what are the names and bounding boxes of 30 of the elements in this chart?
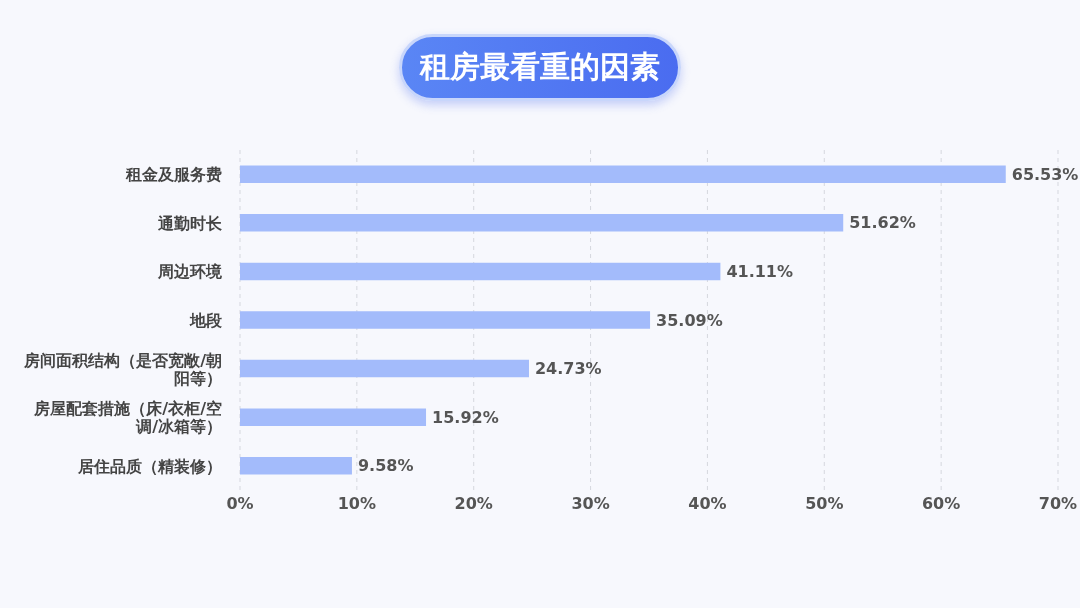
data-label: 15.92% (432, 407, 499, 427)
bar (240, 311, 651, 329)
data-label: 41.11% (726, 261, 794, 281)
bar (240, 165, 1006, 184)
data-label: 51.62% (849, 213, 916, 233)
bar (240, 456, 352, 475)
data-label: 9.58% (357, 456, 414, 476)
bar (240, 214, 844, 232)
x-tick-label: 70% (1038, 494, 1078, 514)
x-tick-label: 40% (688, 494, 727, 514)
y-tick-label: 房屋配套措施（床/衣柜/空调/冰箱等） (33, 398, 222, 436)
y-tick-label: 地段 (189, 310, 223, 330)
y-tick-label: 周边环境 (157, 261, 223, 281)
x-tick-label: 30% (571, 494, 610, 514)
x-tick-label: 60% (921, 494, 961, 514)
x-tick-label: 50% (805, 494, 844, 514)
x-tick-label: 0% (226, 494, 254, 514)
data-label: 24.73% (534, 359, 602, 379)
x-tick-label: 10% (337, 494, 377, 514)
data-label: 65.53% (1011, 164, 1079, 184)
y-tick-label: 房间面积结构（是否宽敞/朝阳等） (23, 350, 222, 388)
y-tick-label: 通勤时长 (157, 213, 223, 233)
chart-title: 租房最看重的因素 (399, 34, 681, 101)
bar (240, 262, 721, 281)
bar (240, 408, 427, 426)
y-tick-label: 居住品质（精装修） (77, 456, 222, 476)
y-tick-label: 租金及服务费 (125, 164, 222, 184)
data-label: 35.09% (656, 310, 723, 330)
x-tick-label: 20% (454, 494, 493, 514)
bar (240, 359, 529, 378)
